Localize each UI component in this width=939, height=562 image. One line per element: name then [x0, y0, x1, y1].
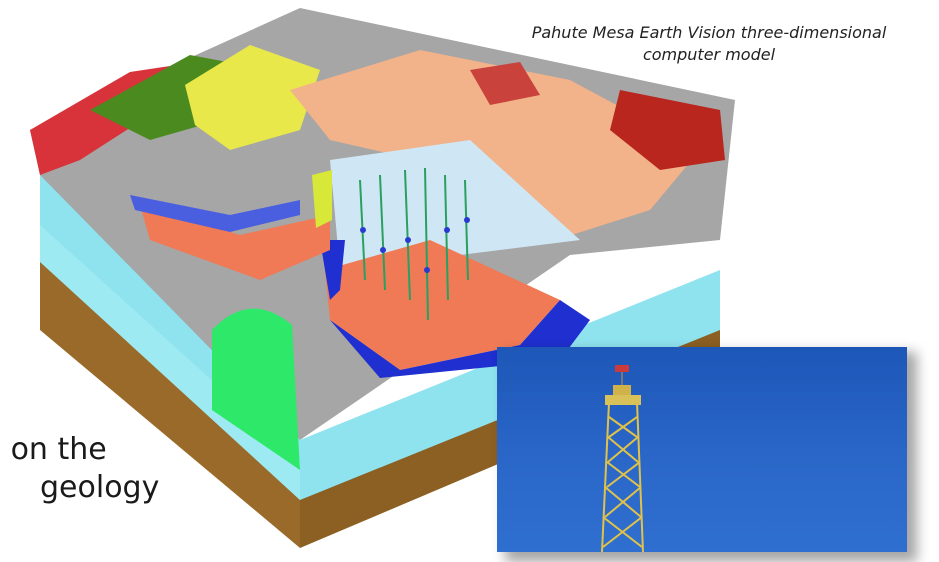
model-caption-line1: Pahute Mesa Earth Vision three-dimension…	[486, 22, 932, 44]
model-caption-line2: computer model	[486, 44, 932, 66]
body-text-line2: geology	[40, 468, 159, 508]
model-caption: Pahute Mesa Earth Vision three-dimension…	[486, 22, 932, 66]
drill-rig-photo	[497, 347, 907, 552]
drill-rig-tower-icon	[497, 347, 907, 552]
body-text: d on the geology	[0, 430, 300, 550]
body-text-line1: d on the	[0, 430, 107, 470]
